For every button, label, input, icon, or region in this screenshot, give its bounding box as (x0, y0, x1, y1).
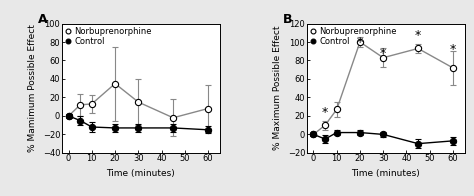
Legend: Norbuprenorphine, Control: Norbuprenorphine, Control (64, 26, 153, 47)
Text: *: * (415, 29, 421, 42)
X-axis label: Time (minutes): Time (minutes) (351, 169, 420, 178)
Text: *: * (322, 106, 328, 119)
Text: *: * (357, 36, 363, 49)
Legend: Norbuprenorphine, Control: Norbuprenorphine, Control (309, 26, 397, 47)
Text: B: B (283, 13, 292, 26)
Y-axis label: % Mamimum Possible Effect: % Mamimum Possible Effect (28, 24, 37, 152)
Y-axis label: % Maximum Possible Effect: % Maximum Possible Effect (273, 26, 282, 151)
Text: *: * (380, 47, 386, 61)
X-axis label: Time (minutes): Time (minutes) (106, 169, 175, 178)
Text: *: * (450, 43, 456, 56)
Text: A: A (38, 13, 47, 26)
